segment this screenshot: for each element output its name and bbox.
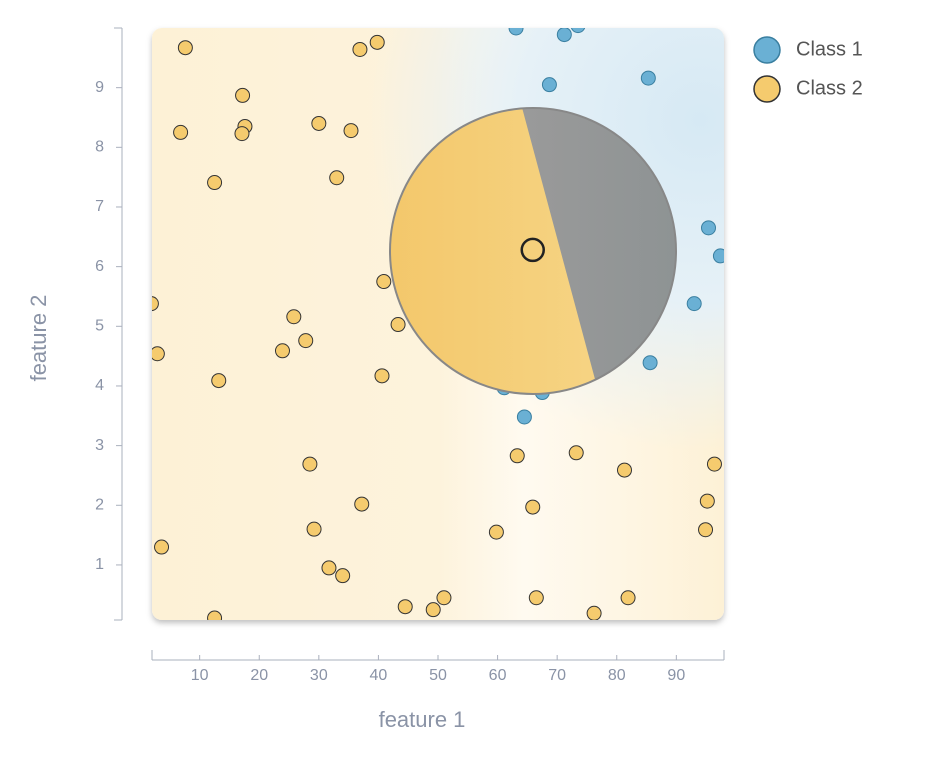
point <box>516 409 532 425</box>
point <box>234 126 250 142</box>
x-axis-label: feature 1 <box>379 707 466 732</box>
point <box>556 28 572 43</box>
x-tick-label: 80 <box>608 667 626 684</box>
x-tick-label: 90 <box>667 667 685 684</box>
point <box>376 274 392 290</box>
point <box>390 317 406 333</box>
point <box>642 355 658 371</box>
point <box>343 123 359 139</box>
point <box>274 343 290 359</box>
point <box>329 170 345 186</box>
point <box>570 28 586 34</box>
point <box>541 77 557 93</box>
point <box>152 346 165 362</box>
point <box>640 70 656 86</box>
point <box>425 602 441 618</box>
point <box>211 373 227 389</box>
point <box>701 220 717 236</box>
legend-label: Class 1 <box>796 38 863 60</box>
point <box>397 599 413 615</box>
point <box>302 456 318 472</box>
point <box>177 40 193 56</box>
point <box>509 448 525 464</box>
legend-label: Class 2 <box>796 77 863 99</box>
x-tick-label: 60 <box>489 667 507 684</box>
x-tick-label: 30 <box>310 667 328 684</box>
point <box>154 539 170 555</box>
point <box>586 605 602 620</box>
point <box>616 462 632 478</box>
query-layer <box>520 237 545 263</box>
point <box>321 560 337 576</box>
point <box>207 175 223 191</box>
point <box>369 34 385 50</box>
point <box>508 28 524 36</box>
y-tick-label: 1 <box>95 556 104 573</box>
legend-marker <box>753 75 781 103</box>
y-tick-label: 9 <box>95 79 104 96</box>
point <box>528 590 544 606</box>
y-tick-label: 4 <box>95 377 104 394</box>
legend-marker <box>753 36 781 64</box>
point <box>712 248 724 264</box>
point <box>286 309 302 325</box>
point <box>525 499 541 515</box>
y-tick-label: 2 <box>95 496 104 513</box>
lens-border <box>389 107 677 395</box>
point <box>374 368 390 384</box>
point <box>335 568 351 584</box>
point <box>152 296 159 312</box>
point <box>352 41 368 57</box>
point <box>436 590 452 606</box>
y-tick-label: 7 <box>95 198 104 215</box>
y-tick-label: 3 <box>95 437 104 454</box>
y-tick-label: 5 <box>95 318 104 335</box>
point <box>699 493 715 509</box>
query-point <box>520 237 545 263</box>
point <box>686 296 702 312</box>
x-tick-label: 40 <box>370 667 388 684</box>
point <box>620 590 636 606</box>
point <box>207 610 223 620</box>
point <box>488 524 504 540</box>
point <box>311 115 327 131</box>
x-tick-label: 20 <box>250 667 268 684</box>
point <box>173 124 189 140</box>
x-tick-label: 50 <box>429 667 447 684</box>
point <box>235 87 251 103</box>
point <box>298 333 314 349</box>
y-axis-label: feature 2 <box>26 295 51 382</box>
point <box>706 456 722 472</box>
y-tick-label: 8 <box>95 139 104 156</box>
point <box>306 521 322 537</box>
point <box>568 445 584 461</box>
point <box>698 522 714 538</box>
y-tick-label: 6 <box>95 258 104 275</box>
point <box>354 496 370 512</box>
x-tick-label: 10 <box>191 667 209 684</box>
x-tick-label: 70 <box>548 667 566 684</box>
